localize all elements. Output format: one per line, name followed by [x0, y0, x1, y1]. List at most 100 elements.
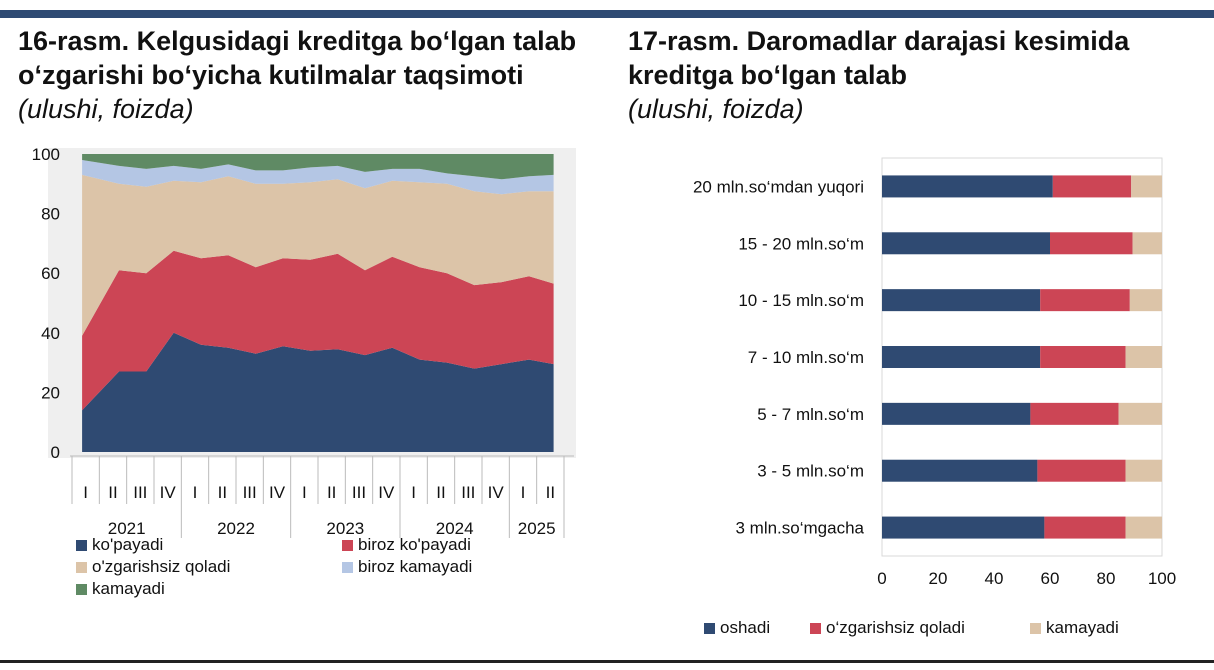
bar-chart: 20 mln.so‘mdan yuqori 15 - 20 mln.so‘m 10 … — [693, 157, 1176, 588]
bar-segment — [1125, 516, 1162, 539]
bar-segment — [882, 346, 1041, 368]
bar-segment — [1125, 459, 1162, 482]
legend-label: kamayadi — [1046, 618, 1119, 637]
legend-swatch — [704, 622, 715, 634]
x-tick-label: 40 — [985, 569, 1004, 588]
category-label: 3 - 5 mln.so‘m — [757, 462, 864, 481]
right-chart-legend: oshadi o‘zgarishsiz qoladi kamayadi — [704, 618, 1184, 642]
category-label: 10 - 15 mln.so‘m — [738, 291, 864, 310]
x-tick-label: 20 — [929, 569, 948, 588]
bar-segment — [1129, 289, 1162, 312]
category-label: 15 - 20 mln.so‘m — [738, 234, 864, 253]
x-tick-label: II — [436, 483, 445, 502]
category-label: 3 mln.so‘mgacha — [735, 519, 864, 538]
bar-segment — [882, 175, 1053, 198]
legend-label: ko'payadi — [92, 535, 164, 554]
right-chart-title-main: 17-rasm. Daromadlar darajasi kesimida kr… — [628, 26, 1130, 90]
legend-item: biroz kamayadi — [342, 557, 472, 577]
bar-segment — [1040, 289, 1130, 312]
x-tick-label: III — [243, 483, 257, 502]
legend-swatch — [76, 583, 87, 595]
x-tick-label: IV — [269, 483, 286, 502]
y-tick-label: 20 — [41, 383, 60, 402]
legend-item: o'zgarishsiz qoladi — [76, 557, 230, 577]
bar-segment — [1052, 175, 1132, 198]
bar-segment — [1118, 402, 1162, 425]
bar-segment — [882, 516, 1045, 539]
area-series-2 — [82, 250, 554, 411]
x-tick-label: III — [352, 483, 366, 502]
x-year-label: 2025 — [518, 519, 556, 538]
x-tick-label: 60 — [1041, 569, 1060, 588]
x-tick-label: IV — [488, 483, 505, 502]
y-tick-label: 40 — [41, 324, 60, 343]
legend-swatch — [810, 622, 821, 634]
legend-label: biroz kamayadi — [358, 557, 473, 576]
legend-item: kamayadi — [1030, 618, 1119, 638]
legend-label: oshadi — [720, 618, 771, 637]
legend-item: kamayadi — [76, 579, 165, 599]
bar-segment — [1044, 516, 1126, 539]
bar-segment — [882, 459, 1038, 482]
x-year-label: 2024 — [436, 519, 474, 538]
category-label: 20 mln.so‘mdan yuqori — [693, 177, 864, 196]
bar-segment — [1050, 232, 1133, 255]
bar-segment — [882, 289, 1041, 312]
x-tick-label: I — [193, 483, 198, 502]
category-label: 5 - 7 mln.so‘m — [757, 405, 864, 424]
bar-segment — [882, 232, 1050, 255]
left-chart-title: 16-rasm. Kelgusidagi kreditga bo‘lgan ta… — [18, 24, 608, 126]
y-tick-label: 60 — [41, 264, 60, 283]
bar-segment — [1040, 346, 1126, 368]
x-tick-label: 0 — [877, 569, 886, 588]
y-tick-label: 100 — [32, 145, 60, 164]
bar-segment — [882, 402, 1031, 425]
area-series-1 — [82, 332, 554, 452]
x-year-label: 2022 — [217, 519, 255, 538]
legend-item: oshadi — [704, 618, 770, 638]
x-tick-label: I — [302, 483, 307, 502]
x-tick-label: II — [327, 483, 336, 502]
x-tick-label: III — [133, 483, 147, 502]
legend-swatch — [76, 539, 87, 551]
bar-segment — [1131, 175, 1162, 198]
x-tick-label: I — [83, 483, 88, 502]
area-series-4 — [82, 160, 554, 195]
x-tick-label: I — [411, 483, 416, 502]
x-tick-label: IV — [160, 483, 177, 502]
legend-swatch — [342, 539, 353, 551]
bottom-rule — [0, 660, 1214, 663]
legend-label: biroz ko'payadi — [358, 535, 471, 554]
legend-swatch — [1030, 622, 1041, 634]
x-tick-label: 80 — [1097, 569, 1116, 588]
left-chart-title-sub: (ulushi, foizda) — [18, 94, 194, 124]
y-tick-label: 0 — [51, 443, 60, 462]
bar-segment — [1030, 402, 1119, 425]
legend-label: o'zgarishsiz qoladi — [92, 557, 231, 576]
x-tick-label: II — [546, 483, 555, 502]
x-year-label: 2021 — [108, 519, 146, 538]
x-tick-label: II — [108, 483, 117, 502]
area-series-3 — [82, 174, 554, 336]
left-chart-legend: ko'payadi biroz ko'payadi o'zgarishsiz qol… — [76, 535, 596, 601]
legend-item: biroz ko'payadi — [342, 535, 471, 555]
right-chart-title: 17-rasm. Daromadlar darajasi kesimida kr… — [628, 24, 1188, 126]
area-series-5 — [82, 154, 554, 180]
legend-swatch — [342, 561, 353, 573]
category-label: 7 - 10 mln.so‘m — [748, 348, 864, 367]
left-chart-title-main: 16-rasm. Kelgusidagi kreditga bo‘lgan ta… — [18, 26, 577, 90]
legend-swatch — [76, 561, 87, 573]
bar-segment — [1132, 232, 1162, 255]
bar-segment — [1037, 459, 1126, 482]
x-tick-label: 100 — [1148, 569, 1176, 588]
bar-segment — [1125, 346, 1162, 368]
right-chart-title-sub: (ulushi, foizda) — [628, 94, 804, 124]
x-tick-label: III — [461, 483, 475, 502]
x-tick-label: I — [521, 483, 526, 502]
legend-label: o‘zgarishsiz qoladi — [826, 618, 965, 637]
legend-item: ko'payadi — [76, 535, 163, 555]
x-tick-label: IV — [378, 483, 395, 502]
y-tick-label: 80 — [41, 205, 60, 224]
x-year-label: 2023 — [326, 519, 364, 538]
